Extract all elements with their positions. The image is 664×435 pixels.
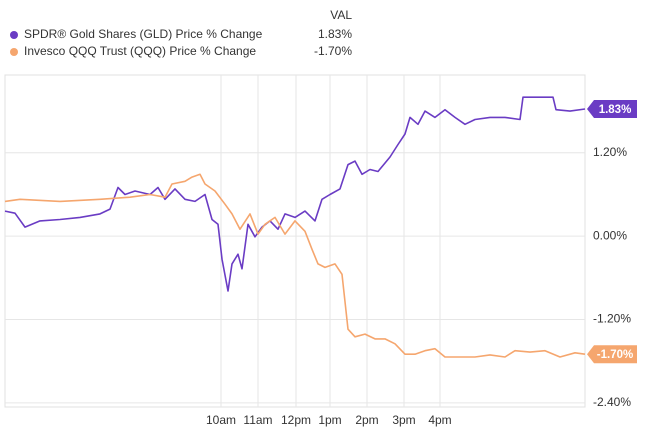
y-tick-label: -1.20% xyxy=(593,312,631,326)
end-tag-label: -1.70% xyxy=(597,349,633,361)
x-tick-label: 12pm xyxy=(281,413,311,427)
legend-label: Invesco QQQ Trust (QQQ) Price % Change xyxy=(24,44,256,58)
legend-header: VAL xyxy=(330,8,352,22)
x-tick-label: 1pm xyxy=(318,413,341,427)
x-tick-label: 10am xyxy=(206,413,236,427)
series-line xyxy=(4,173,586,358)
end-tag xyxy=(587,100,637,119)
x-tick-label: 3pm xyxy=(392,413,415,427)
y-tick-label: 0.00% xyxy=(593,228,627,242)
x-tick-label: 2pm xyxy=(355,413,378,427)
legend-value: -1.70% xyxy=(314,44,352,58)
end-tag xyxy=(587,345,637,364)
y-tick-label: 1.20% xyxy=(593,145,627,159)
y-tick-label: -2.40% xyxy=(593,395,631,409)
legend-label: SPDR® Gold Shares (GLD) Price % Change xyxy=(24,27,263,41)
legend-marker xyxy=(10,31,18,39)
x-tick-label: 4pm xyxy=(428,413,451,427)
x-tick-label: 11am xyxy=(243,413,272,427)
legend-marker xyxy=(10,48,18,56)
plot-border xyxy=(4,74,586,408)
legend-value: 1.83% xyxy=(318,27,352,41)
series-line xyxy=(4,96,586,292)
end-tag-label: 1.83% xyxy=(599,104,632,116)
